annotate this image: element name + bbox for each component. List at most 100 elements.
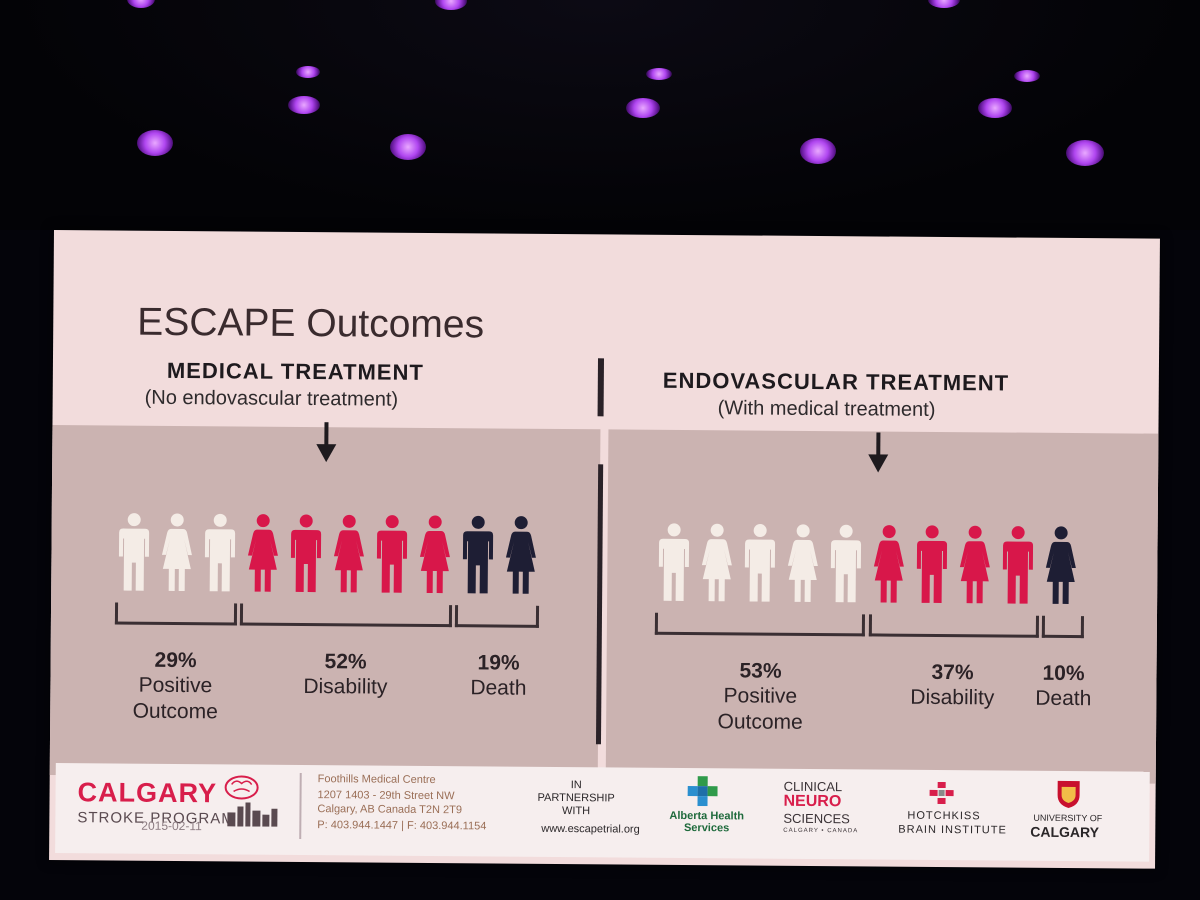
partnership-line: WITH — [561, 805, 591, 818]
endovascular-disability-bracket — [868, 614, 1040, 638]
male-figure-icon — [462, 515, 494, 594]
trial-url[interactable]: www.escapetrial.org — [541, 822, 640, 836]
calgary-stroke-logo: CALGARY — [77, 777, 218, 809]
percent-value: 52% — [324, 650, 367, 674]
female-figure-icon — [959, 525, 990, 604]
address-line: Foothills Medical Centre — [317, 773, 436, 787]
presentation-slide: ESCAPE Outcomes MEDICAL TREATMENT (No en… — [49, 230, 1160, 869]
outcome-label: Outcome — [132, 699, 218, 724]
endovascular-figures — [653, 523, 1082, 606]
partnership-text: IN PARTNERSHIP WITH — [537, 779, 615, 819]
endovascular-death-bracket — [1041, 615, 1084, 639]
percent-value: 29% — [154, 648, 197, 673]
male-figure-icon — [204, 513, 236, 592]
footer-divider — [299, 772, 302, 839]
percent-value: 37% — [931, 660, 974, 685]
slide-footer: CALGARY STROKE PROGRAM 2015-02-11 Foothi… — [55, 763, 1150, 862]
medical-positive-bracket — [114, 602, 238, 626]
female-figure-icon — [873, 525, 904, 603]
medical-down-arrow-icon — [316, 422, 337, 463]
brain-institute-text: BRAIN INSTITUTE — [898, 823, 1007, 837]
male-figure-icon — [1002, 526, 1034, 604]
university-of-text: UNIVERSITY OF — [1033, 812, 1103, 824]
medical-death-bracket — [454, 605, 540, 628]
percent-value: 53% — [739, 659, 782, 683]
calgary-canada-text: CALGARY • CANADA — [783, 827, 859, 835]
address-line: P: 403.944.1447 | F: 403.944.1154 — [317, 819, 487, 833]
alberta-health-logo: Alberta Health Services — [669, 810, 744, 835]
outcome-label: Positive — [723, 684, 798, 708]
ahs-line: Alberta Health — [669, 809, 745, 823]
partnership-line: PARTNERSHIP — [537, 791, 615, 805]
ceiling-light — [1066, 140, 1104, 166]
male-figure-icon — [376, 515, 408, 593]
address-line: 1207 1403 - 29th Street NW — [317, 789, 455, 803]
male-figure-icon — [744, 524, 776, 602]
ceiling-light — [928, 0, 960, 8]
endovascular-positive-stat: 53% Positive Outcome — [685, 659, 836, 736]
ceiling-light — [435, 0, 467, 10]
male-figure-icon — [290, 514, 322, 593]
medical-figures — [113, 512, 542, 595]
ceiling-light — [1014, 70, 1040, 82]
outcome-label: Death — [470, 676, 527, 700]
medical-death-stat: 19% Death — [450, 651, 546, 702]
outcome-label: Death — [1035, 686, 1092, 711]
slide-date: 2015-02-11 — [141, 818, 202, 834]
ceiling-light — [390, 134, 426, 160]
medical-disability-stat: 52% Disability — [275, 650, 415, 701]
address-line: Calgary, AB Canada T2N 2T9 — [317, 803, 463, 817]
percent-value: 19% — [477, 651, 520, 675]
female-figure-icon — [161, 513, 192, 592]
medical-positive-stat: 29% Positive Outcome — [105, 648, 246, 725]
hotchkiss-cross-icon — [929, 781, 954, 805]
medical-heading: MEDICAL TREATMENT — [166, 357, 424, 385]
endovascular-death-stat: 10% Death — [1020, 662, 1106, 713]
female-figure-icon — [505, 516, 536, 594]
sciences-text: SCIENCES — [783, 810, 850, 827]
hotchkiss-logo: HOTCHKISS — [907, 809, 981, 823]
endovascular-down-arrow-icon — [868, 432, 889, 473]
female-figure-icon — [419, 515, 450, 594]
endovascular-subheading: (With medical treatment) — [717, 397, 936, 421]
neuro-text: NEURO — [783, 792, 842, 811]
female-figure-icon — [701, 523, 732, 602]
panel-divider — [595, 464, 604, 745]
outcome-label: Positive — [138, 673, 213, 698]
female-figure-icon — [247, 514, 278, 592]
male-figure-icon — [830, 524, 862, 603]
male-figure-icon — [658, 523, 690, 601]
university-calgary-logo: CALGARY — [1030, 823, 1100, 841]
female-figure-icon — [333, 514, 364, 593]
endovascular-disability-stat: 37% Disability — [880, 661, 1024, 712]
endovascular-heading: ENDOVASCULAR TREATMENT — [662, 367, 1010, 396]
ceiling-background — [0, 0, 1200, 230]
male-figure-icon — [118, 513, 150, 591]
outcome-label: Outcome — [717, 710, 803, 734]
ceiling-light — [127, 0, 155, 8]
brain-icon — [224, 775, 259, 800]
percent-value: 10% — [1042, 661, 1085, 686]
ceiling-light — [800, 138, 836, 164]
ceiling-light — [978, 98, 1012, 118]
university-crest-icon — [1057, 780, 1080, 808]
male-figure-icon — [916, 525, 948, 603]
medical-subheading: (No endovascular treatment) — [144, 386, 399, 411]
slide-title: ESCAPE Outcomes — [137, 300, 485, 347]
partnership-line: IN — [570, 779, 582, 792]
ahs-line: Services — [683, 821, 730, 835]
endovascular-positive-bracket — [654, 612, 866, 637]
ceiling-light — [137, 130, 173, 156]
city-skyline-icon — [227, 802, 278, 827]
ceiling-light — [626, 98, 660, 118]
female-figure-icon — [1045, 526, 1076, 604]
header-divider — [597, 358, 605, 417]
alberta-health-cross-icon — [687, 776, 718, 807]
outcome-label: Disability — [910, 685, 995, 710]
ceiling-light — [646, 68, 672, 80]
ceiling-light — [288, 96, 320, 114]
female-figure-icon — [787, 524, 818, 602]
medical-disability-bracket — [239, 603, 453, 628]
ceiling-light — [296, 66, 320, 78]
outcome-label: Disability — [303, 674, 388, 699]
